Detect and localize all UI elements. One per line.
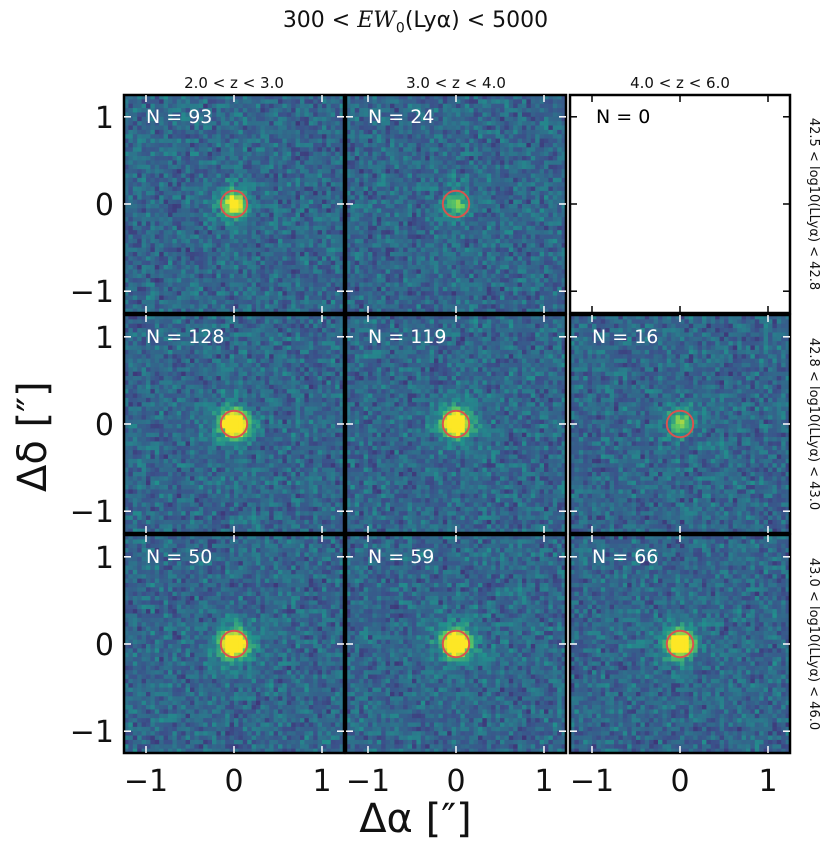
y-tick-label: 1 (95, 541, 114, 576)
panel-r2-c2: N = 66 −1 0 1 (568, 533, 792, 799)
y-tick-label: 1 (95, 321, 114, 356)
aperture-circle (665, 409, 695, 439)
panel-count-label: N = 16 (592, 326, 658, 348)
panel-count-label: N = 50 (146, 546, 212, 568)
aperture-circle (441, 629, 471, 659)
panel-count-label: N = 119 (368, 326, 446, 348)
panel-count-label: N = 59 (368, 546, 434, 568)
x-tick-label: 0 (224, 764, 243, 799)
panel-r0-c1: N = 24 (344, 93, 568, 315)
panel-r1-c1: N = 119 (344, 313, 568, 535)
y-tick-label: 1 (95, 101, 114, 136)
panel-r1-c0: N = 128 −1 0 1 (70, 313, 346, 535)
column-header: 4.0 < z < 6.0 (630, 74, 730, 92)
y-tick-label: −1 (70, 715, 114, 750)
x-tick-label: 1 (534, 764, 553, 799)
aperture-circle (441, 409, 471, 439)
x-axis-label: Δα [″] (0, 796, 831, 842)
row-label: 42.5 < log10(LLyα) < 42.8 (806, 118, 821, 290)
x-tick-label: 0 (446, 764, 465, 799)
aperture-circle (441, 189, 471, 219)
aperture-circle (219, 629, 249, 659)
aperture-circle (219, 189, 249, 219)
y-tick-label: 0 (95, 188, 114, 223)
panel-count-label: N = 93 (146, 106, 212, 128)
column-header: 3.0 < z < 4.0 (406, 74, 506, 92)
x-tick-label: −1 (570, 764, 614, 799)
x-tick-label: −1 (124, 764, 168, 799)
y-axis-label: Δδ [″] (10, 381, 56, 492)
panel-r2-c1: N = 59 −1 0 1 (344, 533, 568, 799)
panel-r0-c2: N = 0 (568, 93, 792, 315)
x-tick-label: 0 (670, 764, 689, 799)
panel-count-label: N = 128 (146, 326, 224, 348)
y-tick-label: −1 (70, 275, 114, 310)
panel-count-label: N = 0 (596, 106, 650, 128)
x-tick-label: −1 (346, 764, 390, 799)
panel-count-label: N = 66 (592, 546, 658, 568)
panel-r1-c2: N = 16 (568, 313, 792, 535)
y-tick-label: 0 (95, 408, 114, 443)
x-tick-label: 1 (758, 764, 777, 799)
aperture-circle (219, 409, 249, 439)
panel-r0-c0: N = 93 −1 0 1 (70, 93, 346, 315)
y-tick-label: 0 (95, 628, 114, 663)
chart-title: 300 < EW0(Lyα) < 5000 (0, 8, 831, 36)
row-label: 43.0 < log10(LLyα) < 46.0 (806, 558, 821, 730)
column-header: 2.0 < z < 3.0 (184, 74, 284, 92)
y-tick-label: −1 (70, 495, 114, 530)
row-label: 42.8 < log10(LLyα) < 43.0 (806, 338, 821, 510)
aperture-circle (665, 629, 695, 659)
panel-count-label: N = 24 (368, 106, 434, 128)
panel-r2-c0: N = 50 −1 0 1 −1 0 1 (70, 533, 346, 799)
x-tick-label: 1 (312, 764, 331, 799)
